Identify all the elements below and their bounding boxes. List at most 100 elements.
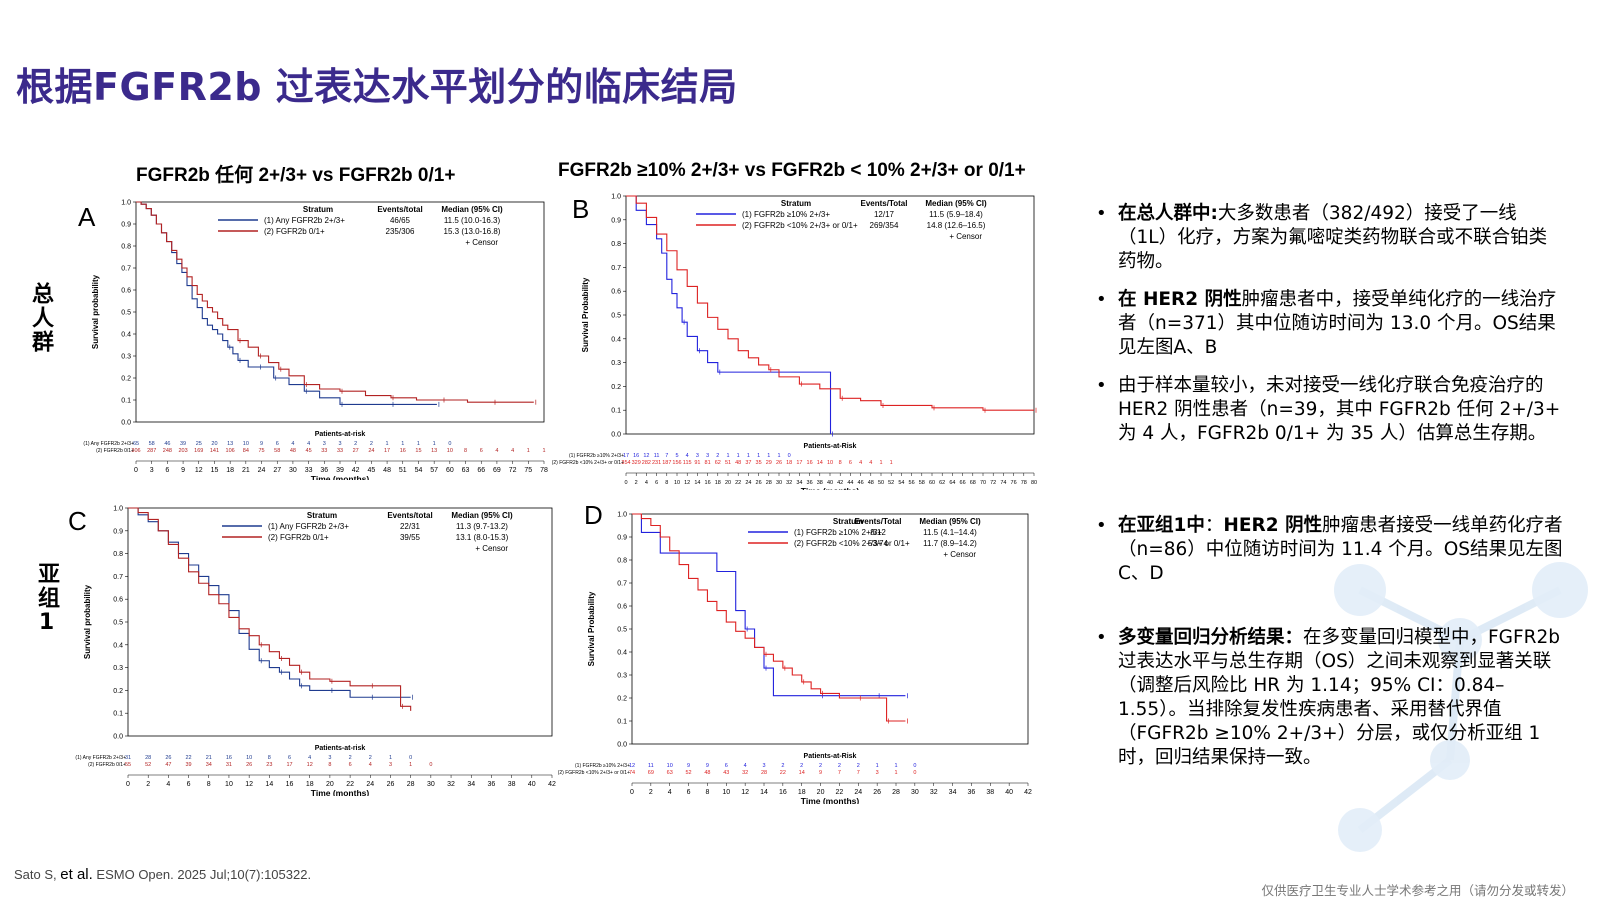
x-tick-label: 2 xyxy=(635,480,638,486)
x-tick-label: 26 xyxy=(387,781,395,788)
finding-item: 在 HER2 阴性肿瘤患者中，接受单纯化疗的一线治疗者（n=371）其中位随访时… xyxy=(1094,288,1564,360)
legend-series-name: (1) FGFR2b ≥10% 2+/3+ xyxy=(794,528,882,537)
column-title-left: FGFR2b 任何 2+/3+ vs FGFR2b 0/1+ xyxy=(136,165,456,186)
x-tick-label: 10 xyxy=(225,781,233,788)
plot-frame xyxy=(127,507,553,737)
risk-count: 16 xyxy=(400,448,406,454)
finding-lead-2: HER2 阴性 xyxy=(1223,515,1323,536)
risk-count: 6 xyxy=(725,763,728,769)
x-tick-label: 38 xyxy=(508,781,516,788)
finding-text: 在多变量回归模型中，FGFR2b 过表达水平与总生存期（OS）之间未观察到显著关… xyxy=(1118,627,1561,768)
row-label-text: 亚组1 xyxy=(34,562,59,637)
risk-count: 20 xyxy=(211,441,217,447)
risk-count: 8 xyxy=(268,755,271,761)
risk-count: 81 xyxy=(705,460,711,466)
legend-events: 8/12 xyxy=(870,528,886,537)
risk-count: 16 xyxy=(633,453,639,459)
x-tick-label: 15 xyxy=(211,467,219,474)
risk-table-title: Patients-at-risk xyxy=(315,745,366,752)
x-tick-label: 50 xyxy=(878,480,884,486)
x-tick-label: 36 xyxy=(488,781,496,788)
risk-count: 46 xyxy=(164,441,170,447)
y-tick-label: 0.6 xyxy=(113,597,123,604)
risk-count: 22 xyxy=(780,770,786,776)
risk-count: 2 xyxy=(838,763,841,769)
risk-count: 35 xyxy=(756,460,762,466)
y-tick-label: 0.6 xyxy=(611,289,621,296)
risk-count: 33 xyxy=(337,448,343,454)
risk-count: 306 xyxy=(131,448,140,454)
risk-count: 52 xyxy=(686,770,692,776)
legend-median: 14.8 (12.6–16.5) xyxy=(927,221,986,230)
risk-count: 5 xyxy=(675,453,678,459)
x-tick-label: 14 xyxy=(265,781,273,788)
risk-count: 18 xyxy=(786,460,792,466)
legend-series-name: (1) Any FGFR2b 2+/3+ xyxy=(264,216,345,225)
legend-median: 11.3 (9.7-13.2) xyxy=(456,522,508,531)
x-tick-label: 76 xyxy=(1011,480,1017,486)
km-curve-1 xyxy=(626,195,832,434)
risk-count: 4 xyxy=(308,755,311,761)
x-tick-label: 39 xyxy=(336,467,344,474)
risk-table-title: Patients-at-Risk xyxy=(804,443,857,450)
legend-header-median: Median (95% CI) xyxy=(919,517,981,526)
finding-sep: ： xyxy=(1204,515,1224,536)
x-tick-label: 8 xyxy=(665,480,668,486)
risk-count: 43 xyxy=(723,770,729,776)
x-tick-label: 62 xyxy=(939,480,945,486)
risk-count: 48 xyxy=(704,770,710,776)
legend-events: 53/74 xyxy=(868,539,889,548)
x-tick-label: 10 xyxy=(674,480,680,486)
km-panel-b: B 0.0 0.1 0.2 0.3 0.4 0.5 0.6 0.7 0.8 0.9 1.0 Surviv… xyxy=(546,188,1042,491)
x-tick-label: 20 xyxy=(817,789,825,796)
x-tick-label: 74 xyxy=(1000,480,1006,486)
x-tick-label: 20 xyxy=(326,781,334,788)
x-tick-label: 27 xyxy=(273,467,281,474)
x-axis-label: Time (months) xyxy=(311,474,370,480)
risk-count: 6 xyxy=(480,448,483,454)
risk-count: 10 xyxy=(246,755,252,761)
x-tick-label: 42 xyxy=(548,781,556,788)
risk-count: 1 xyxy=(894,763,897,769)
y-tick-label: 1.0 xyxy=(611,194,621,201)
risk-row-label: (1) Any FGFR2b 2+/3+ xyxy=(83,441,134,447)
x-tick-label: 30 xyxy=(911,789,919,796)
risk-count: 9 xyxy=(260,441,263,447)
findings-list-subgroup: 在亚组1中：HER2 阴性肿瘤患者接受一线单药化疗者（n=86）中位随访时间为 … xyxy=(1094,514,1564,770)
y-tick-label: 0.0 xyxy=(611,432,621,439)
risk-row-label: (2) FGFR2b 0/1+ xyxy=(88,762,126,768)
x-tick-label: 28 xyxy=(407,781,415,788)
x-tick-label: 54 xyxy=(898,480,904,486)
x-tick-label: 2 xyxy=(146,781,150,788)
x-tick-label: 78 xyxy=(1021,480,1027,486)
x-tick-label: 48 xyxy=(868,480,874,486)
risk-count: 106 xyxy=(226,448,235,454)
risk-count: 6 xyxy=(276,441,279,447)
risk-count: 13 xyxy=(431,448,437,454)
risk-count: 58 xyxy=(274,448,280,454)
risk-count: 4 xyxy=(744,763,747,769)
x-tick-label: 57 xyxy=(430,467,438,474)
y-tick-label: 0.8 xyxy=(611,241,621,248)
y-axis-label: Survival probability xyxy=(83,584,92,659)
km-panel-c: C 0.0 0.1 0.2 0.3 0.4 0.5 0.6 0.7 0.8 0.9 1.0 Surviv… xyxy=(56,500,560,797)
risk-count: 354 xyxy=(621,460,630,466)
y-tick-label: 0.6 xyxy=(121,288,131,295)
risk-count: 39 xyxy=(186,762,192,768)
y-tick-label: 0.5 xyxy=(113,620,123,627)
risk-count: 26 xyxy=(776,460,782,466)
x-tick-label: 69 xyxy=(493,467,501,474)
x-tick-label: 14 xyxy=(694,480,700,486)
risk-count: 10 xyxy=(827,460,833,466)
x-tick-label: 70 xyxy=(980,480,986,486)
x-tick-label: 14 xyxy=(760,789,768,796)
risk-count: 17 xyxy=(384,448,390,454)
y-tick-label: 0.7 xyxy=(121,266,131,273)
y-tick-label: 0.3 xyxy=(113,665,123,672)
x-tick-label: 45 xyxy=(367,467,375,474)
risk-count: 1 xyxy=(767,453,770,459)
risk-count: 0 xyxy=(429,762,432,768)
y-tick-label: 0.3 xyxy=(121,354,131,361)
risk-count: 0 xyxy=(409,755,412,761)
y-tick-label: 0.2 xyxy=(113,688,123,695)
